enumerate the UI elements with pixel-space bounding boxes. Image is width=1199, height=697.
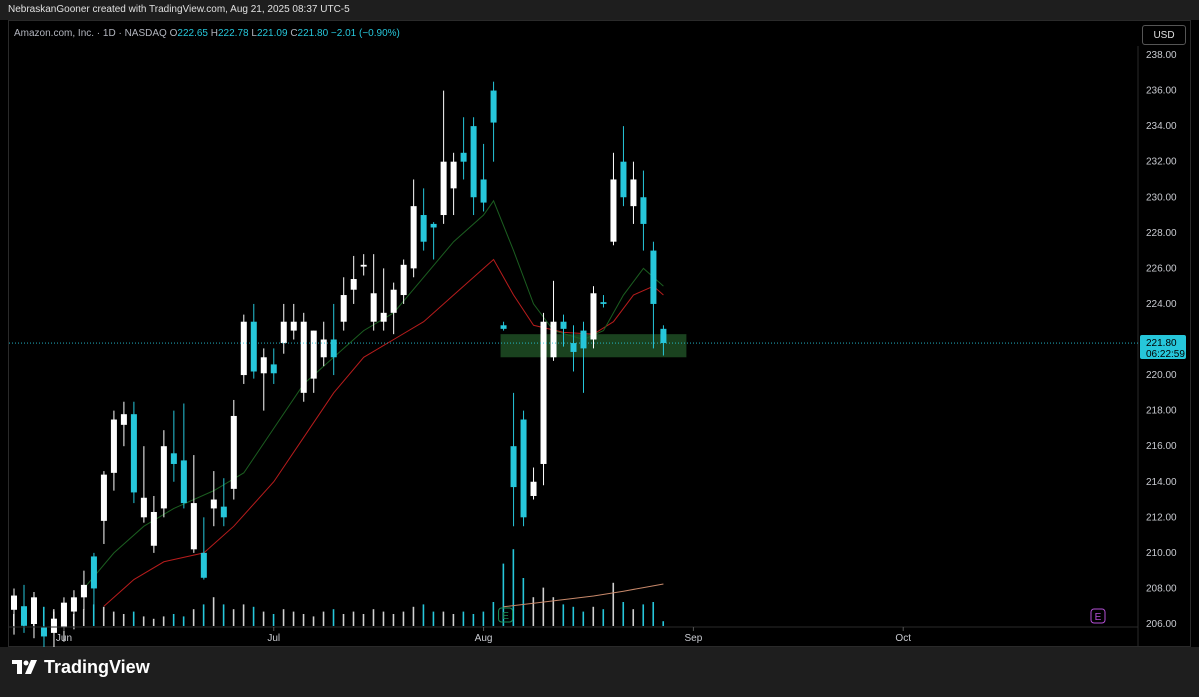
currency-button[interactable]: USD [1142, 25, 1186, 45]
tradingview-logo[interactable]: TradingView [12, 657, 150, 678]
ohlc-legend: Amazon.com, Inc. · 1D · NASDAQ O222.65 H… [14, 28, 400, 39]
change-value: −2.01 (−0.90%) [330, 28, 400, 39]
open-label: O [169, 28, 178, 39]
credit-text: NebraskanGooner created with TradingView… [8, 4, 350, 15]
high-value: 222.78 [218, 28, 249, 39]
credit-bar: NebraskanGooner created with TradingView… [0, 0, 1199, 20]
footer-bar: TradingView [0, 647, 1199, 697]
low-label: L [251, 28, 257, 39]
open-value: 222.65 [177, 28, 208, 39]
close-value: 221.80 [297, 28, 329, 39]
tradingview-logo-icon [12, 659, 37, 674]
low-value: 221.09 [256, 28, 288, 39]
chart-frame[interactable] [8, 20, 1191, 647]
close-label: C [290, 28, 298, 39]
brand-name: TradingView [44, 657, 150, 677]
high-label: H [210, 28, 218, 39]
symbol-label: Amazon.com, Inc. · 1D · NASDAQ [14, 28, 167, 39]
